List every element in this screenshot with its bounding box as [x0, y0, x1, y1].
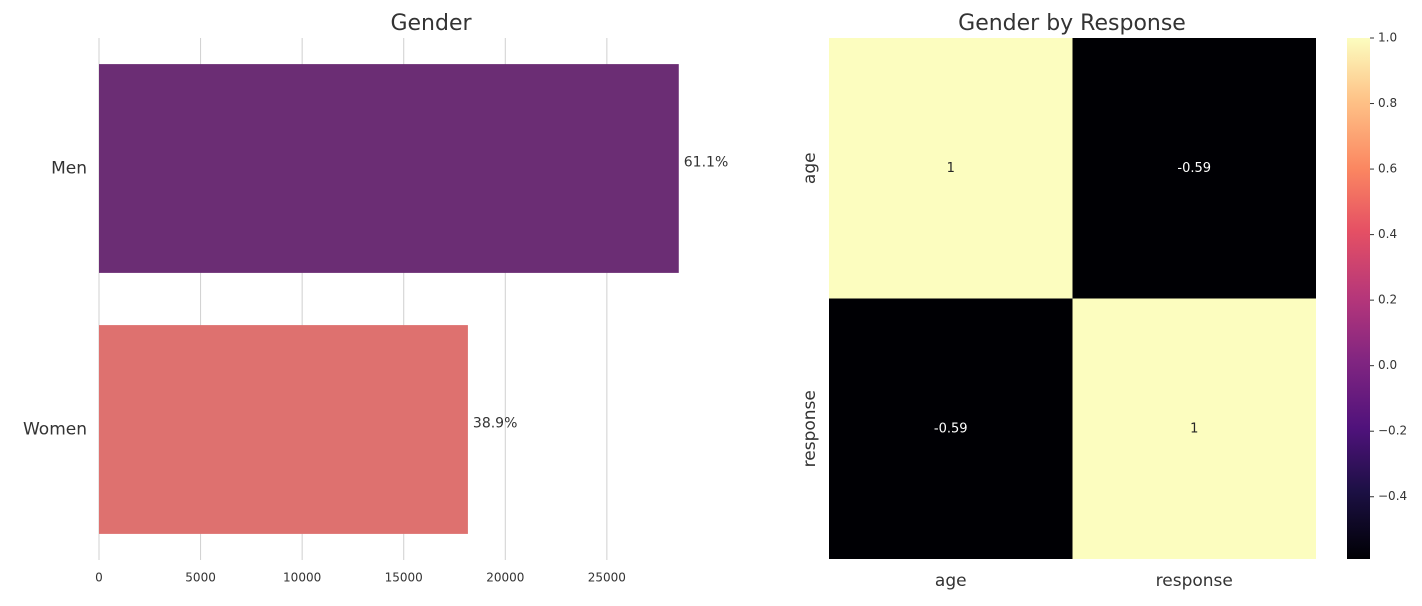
colorbar-tick-label: 0.8 [1378, 96, 1397, 110]
colorbar-tick-label: 0.4 [1378, 227, 1397, 241]
x-tick-label: 20000 [486, 571, 524, 585]
x-tick-label: age [935, 571, 967, 591]
colorbar-tick-label: −0.4 [1378, 489, 1407, 503]
colorbar-tick-label: 0.0 [1378, 358, 1397, 372]
x-tick-label: 15000 [385, 571, 423, 585]
colorbar-tick-label: 0.6 [1378, 162, 1397, 176]
cell-label: 1 [1190, 421, 1198, 436]
cell-label: 1 [947, 161, 955, 176]
heatmap-cell [1072, 38, 1316, 299]
cell-label: -0.59 [934, 421, 968, 436]
bar [99, 325, 468, 534]
colorbar [1347, 38, 1370, 559]
colorbar-tick-label: 1.0 [1378, 31, 1397, 45]
x-tick-label: 0 [95, 571, 103, 585]
heatmap-cell [1072, 298, 1316, 559]
y-tick-label: age [800, 152, 820, 184]
bar-annotation: 38.9% [473, 416, 517, 432]
colorbar-tick-label: 0.2 [1378, 293, 1397, 307]
x-tick-label: 10000 [283, 571, 321, 585]
bar-annotation: 61.1% [684, 155, 728, 171]
heatmap-cell [829, 298, 1073, 559]
colorbar-tick-label: −0.2 [1378, 424, 1407, 438]
x-tick-label: 25000 [588, 571, 626, 585]
y-tick-label: Men [51, 159, 87, 179]
cell-label: -0.59 [1177, 161, 1211, 176]
y-tick-label: response [800, 390, 820, 467]
chart-title: Gender by Response [958, 11, 1186, 36]
x-tick-label: 5000 [185, 571, 216, 585]
x-tick-label: response [1156, 571, 1233, 591]
heatmap-cell [829, 38, 1073, 299]
chart-title: Gender [390, 11, 472, 36]
bar [99, 64, 679, 273]
y-tick-label: Women [23, 420, 87, 440]
